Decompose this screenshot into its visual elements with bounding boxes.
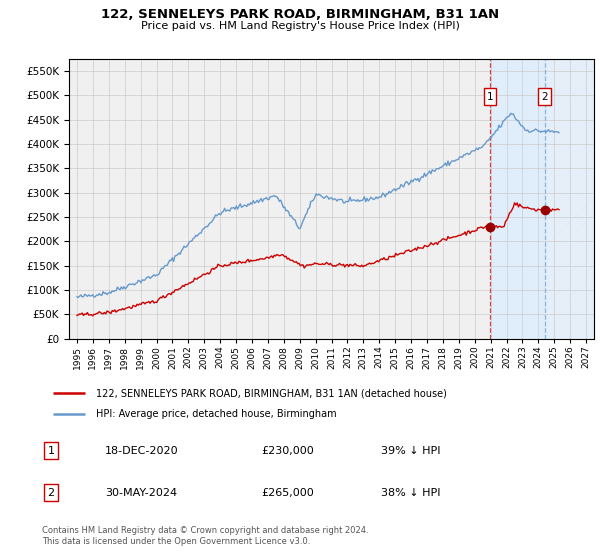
Text: 38% ↓ HPI: 38% ↓ HPI	[381, 488, 440, 498]
Text: 2: 2	[542, 92, 548, 101]
Text: 122, SENNELEYS PARK ROAD, BIRMINGHAM, B31 1AN: 122, SENNELEYS PARK ROAD, BIRMINGHAM, B3…	[101, 8, 499, 21]
Text: £265,000: £265,000	[261, 488, 314, 498]
Text: 30-MAY-2024: 30-MAY-2024	[105, 488, 177, 498]
Bar	[545, 59, 594, 339]
Text: 1: 1	[487, 92, 493, 101]
Text: £230,000: £230,000	[261, 446, 314, 456]
Bar	[490, 59, 545, 339]
Text: 18-DEC-2020: 18-DEC-2020	[105, 446, 179, 456]
Text: 2: 2	[47, 488, 55, 498]
Text: 39% ↓ HPI: 39% ↓ HPI	[381, 446, 440, 456]
Text: HPI: Average price, detached house, Birmingham: HPI: Average price, detached house, Birm…	[96, 409, 337, 419]
Text: Price paid vs. HM Land Registry's House Price Index (HPI): Price paid vs. HM Land Registry's House …	[140, 21, 460, 31]
Text: 1: 1	[47, 446, 55, 456]
Text: 122, SENNELEYS PARK ROAD, BIRMINGHAM, B31 1AN (detached house): 122, SENNELEYS PARK ROAD, BIRMINGHAM, B3…	[96, 388, 447, 398]
Text: Contains HM Land Registry data © Crown copyright and database right 2024.
This d: Contains HM Land Registry data © Crown c…	[42, 526, 368, 546]
